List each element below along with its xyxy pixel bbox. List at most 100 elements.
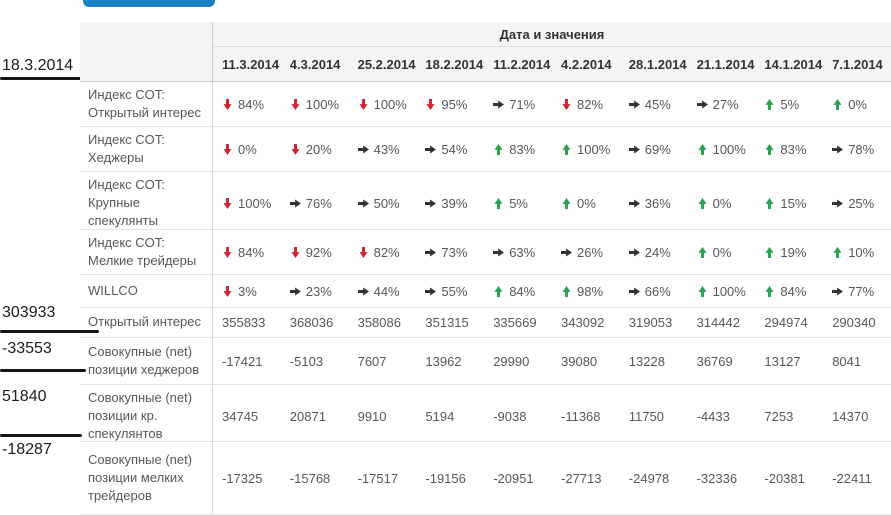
trend-value: 100% [305, 96, 340, 112]
trend-value: 0% [712, 244, 732, 260]
trend-cell: 100% [552, 127, 620, 171]
trend-value: 15% [780, 195, 807, 211]
trend-cell: 83% [484, 127, 552, 171]
arrow-right-icon [832, 145, 844, 154]
trend-value: 27% [712, 96, 739, 112]
trend-value: 69% [644, 141, 671, 157]
date-column-header: 18.2.2014 [425, 56, 484, 72]
value-cell: 9910 [357, 408, 387, 424]
value-cell: 5194 [425, 408, 455, 424]
arrow-right-icon [425, 199, 437, 208]
arrow-right-icon [832, 286, 844, 296]
chart-value-label: 18.3.2014 [2, 57, 74, 74]
trend-cell: 15% [755, 172, 823, 235]
trend-cell: 82% [552, 82, 620, 126]
value-cell: 14370 [832, 408, 869, 424]
trend-cell: 77% [823, 275, 891, 307]
row-label: Совокупные (net) позиции кр. спекулянтов [80, 385, 213, 448]
row-label-text: Индекс COT: Крупные спекулянты [88, 177, 165, 229]
value-cell: -5103 [289, 353, 324, 369]
top-button[interactable] [83, 0, 215, 7]
table-row: Индекс COT: Хеджеры 0% 20% 43% 54% 83% 100% 69%… [80, 127, 891, 172]
trend-value: 5% [509, 195, 528, 211]
arrow-down-icon [291, 98, 300, 110]
row-label-text: Индекс COT: Мелкие трейдеры [88, 235, 197, 269]
row-label: Индекс COT: Крупные спекулянты [80, 172, 213, 235]
value-cell: 13962 [425, 353, 462, 369]
arrow-right-icon [357, 286, 369, 296]
trend-cell: 55% [416, 275, 484, 307]
trend-value: 39% [441, 195, 468, 211]
value-cell: -20951 [493, 470, 534, 486]
trend-value: 10% [848, 244, 875, 260]
date-column-header: 7.1.2014 [832, 56, 883, 72]
trend-cell: 63% [484, 230, 552, 274]
annotation-underline [0, 77, 83, 80]
trend-cell: 82% [349, 230, 417, 274]
row-label-text: Индекс COT: Открытый интерес [88, 87, 201, 121]
value-cell: 335669 [493, 315, 537, 330]
value-cell: -19156 [425, 470, 466, 486]
trend-cell: 83% [755, 127, 823, 171]
trend-cell: 100% [281, 82, 349, 126]
value-cell: 294974 [764, 315, 808, 330]
header-title-row: Дата и значения [213, 22, 891, 47]
arrow-up-icon [698, 285, 707, 297]
arrow-down-icon [223, 143, 232, 155]
arrow-down-icon [223, 98, 232, 110]
trend-value: 36% [644, 195, 671, 211]
date-column-header: 11.2.2014 [493, 56, 551, 72]
chart-value-label: -18287 [2, 441, 52, 458]
date-column-header: 4.3.2014 [289, 56, 341, 72]
value-cell: -17421 [222, 353, 263, 369]
value-cell: -17325 [222, 470, 263, 486]
arrow-right-icon [628, 100, 640, 109]
trend-cell: 39% [416, 172, 484, 235]
value-cell: -27713 [561, 470, 602, 486]
trend-value: 5% [780, 96, 800, 112]
trend-cell: 100% [213, 172, 281, 235]
row-label-text: Открытый интерес [88, 314, 201, 330]
row-label-text: Совокупные (net) позиции хеджеров [88, 343, 200, 377]
row-label: Открытый интерес [80, 308, 213, 337]
trend-cell: 25% [823, 172, 891, 235]
trend-cell: 84% [755, 275, 823, 307]
trend-value: 100% [373, 96, 407, 112]
table-row: Совокупные (net) позиции мелких трейдеро… [80, 442, 891, 515]
trend-value: 20% [305, 141, 332, 157]
row-label: Индекс COT: Открытый интерес [80, 82, 213, 127]
arrow-right-icon [628, 248, 640, 257]
trend-value: 77% [848, 283, 875, 299]
table-row: Совокупные (net) позиции кр. спекулянтов… [80, 385, 891, 448]
table-row: Открытый интерес 355833 368036 358086 351315… [80, 308, 891, 338]
arrow-right-icon [357, 145, 369, 154]
arrow-right-icon [425, 248, 437, 257]
chart-value-label: -33553 [2, 340, 52, 357]
trend-cell: 0% [688, 172, 756, 235]
arrow-up-icon [494, 143, 503, 155]
trend-cell: 76% [281, 172, 349, 235]
trend-cell: 36% [620, 172, 688, 235]
trend-cell: 100% [688, 127, 756, 171]
table-row: Индекс COT: Открытый интерес 84% 100% 100% 9… [80, 82, 891, 127]
table-body: Индекс COT: Открытый интерес 84% 100% 100% 9… [80, 82, 891, 515]
value-cell: 34745 [222, 408, 259, 424]
arrow-up-icon [765, 285, 774, 297]
value-cell: -4433 [696, 408, 730, 424]
trend-value: 19% [780, 244, 807, 260]
arrow-down-icon [426, 98, 435, 110]
value-cell: 11750 [628, 408, 664, 424]
trend-cell: 0% [688, 230, 756, 274]
trend-value: 25% [848, 195, 875, 211]
trend-cell: 19% [755, 230, 823, 274]
row-label: Индекс COT: Мелкие трейдеры [80, 230, 213, 275]
arrow-down-icon [223, 197, 232, 209]
row-label-text: Индекс COT: Хеджеры [88, 132, 165, 166]
value-cell: 358086 [357, 315, 401, 330]
trend-value: 3% [238, 283, 257, 299]
trend-value: 83% [780, 141, 807, 157]
value-cell: -32336 [696, 470, 738, 486]
date-column-header: 14.1.2014 [764, 56, 823, 72]
arrow-down-icon [562, 98, 571, 110]
value-cell: -20381 [764, 470, 805, 486]
